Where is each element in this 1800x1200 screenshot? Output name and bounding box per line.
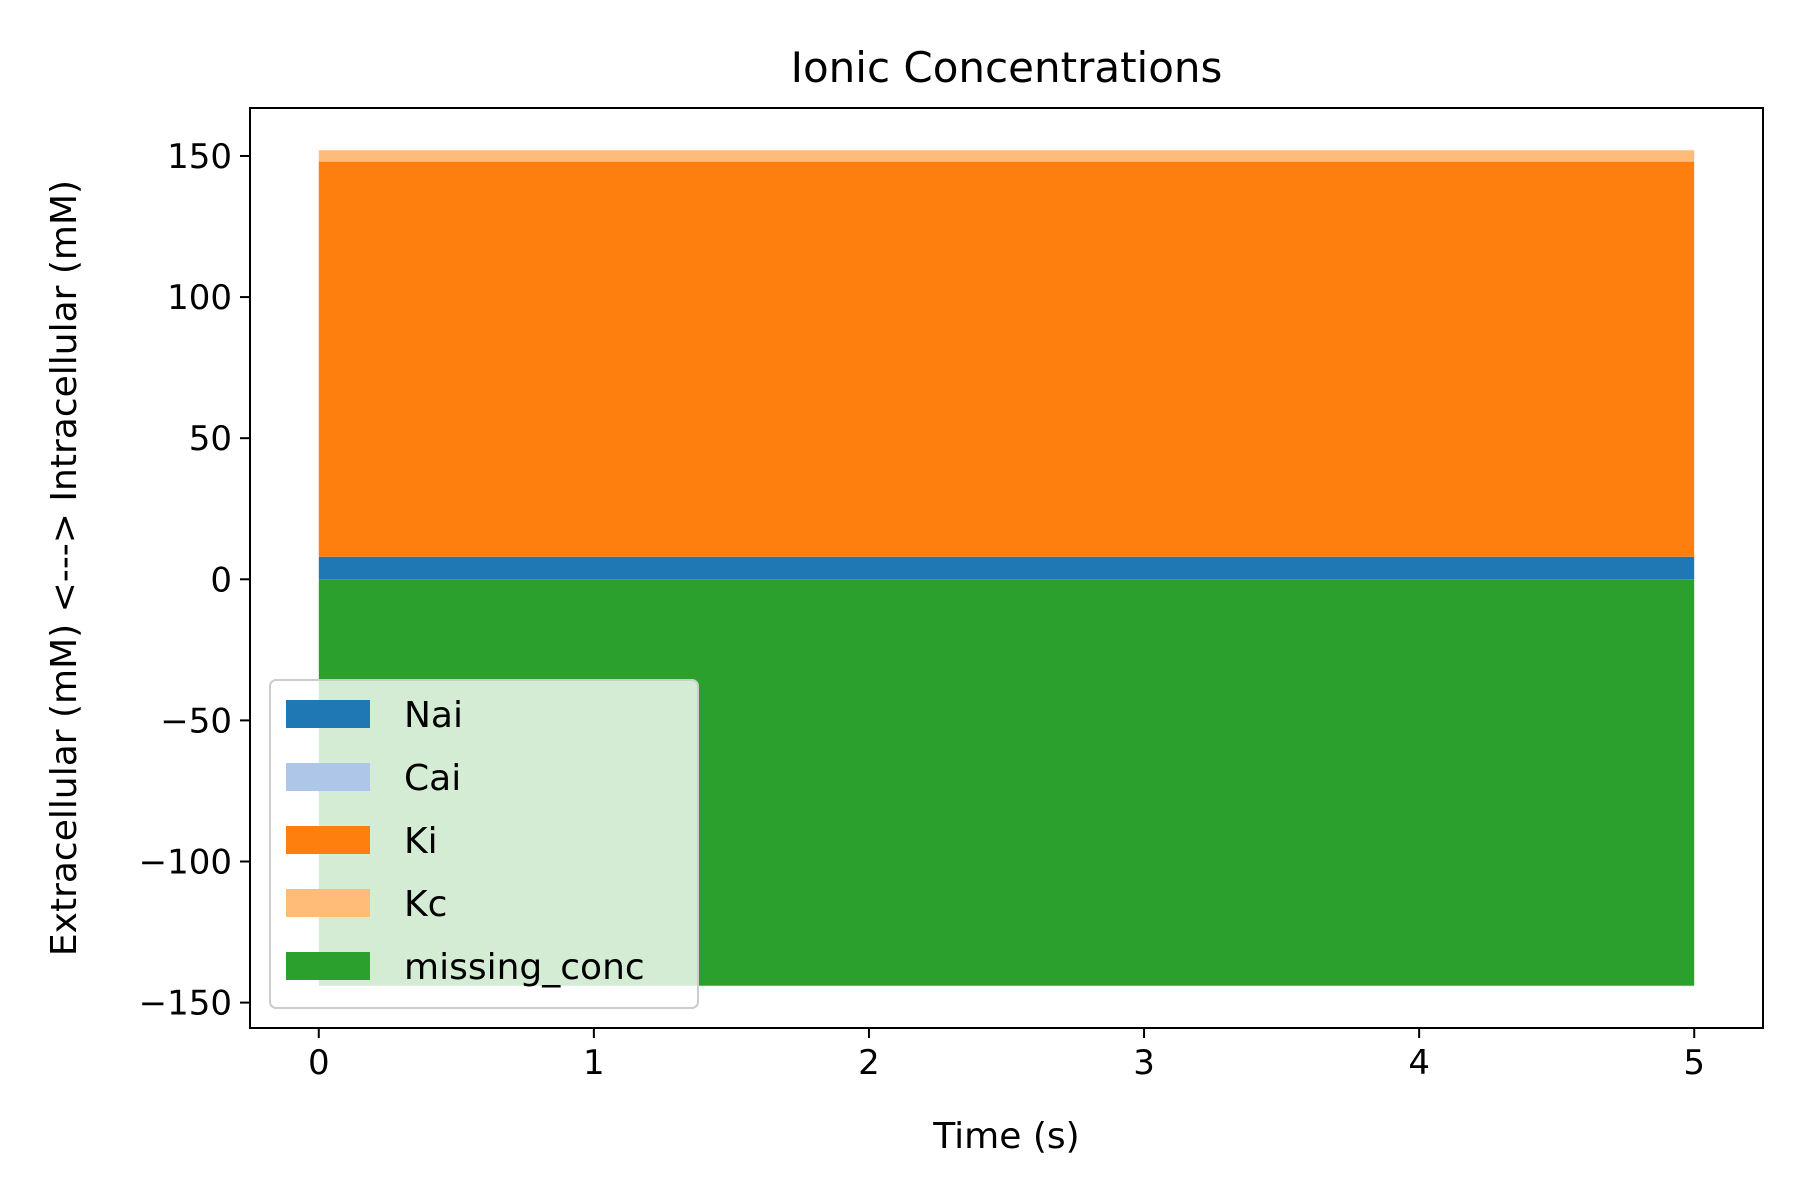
- legend-swatch: [286, 952, 370, 980]
- x-tick-label: 1: [583, 1043, 605, 1083]
- x-axis-label: Time (s): [932, 1116, 1079, 1157]
- y-tick-label: 50: [189, 419, 232, 459]
- y-tick-label: −150: [139, 984, 232, 1024]
- legend-swatch: [286, 889, 370, 917]
- legend-label: Ki: [404, 821, 438, 862]
- legend-label: missing_conc: [404, 947, 645, 988]
- x-axis: 0 1 2 3 4 5: [308, 1028, 1705, 1083]
- legend: Nai Cai Ki Kc missing_conc: [269, 679, 699, 1009]
- y-axis-label: Extracellular (mM) <---> Intracellular (…: [44, 180, 85, 956]
- x-tick-label: 5: [1683, 1043, 1705, 1083]
- y-tick-label: 0: [210, 560, 232, 600]
- y-axis: 150 100 50 0 −50 −100 −150: [139, 137, 250, 1024]
- y-tick-label: −50: [160, 701, 232, 741]
- legend-label: Cai: [404, 758, 461, 799]
- area-ki: [318, 161, 1695, 557]
- legend-box: [269, 679, 699, 1009]
- legend-swatch: [286, 763, 370, 791]
- legend-label: Nai: [404, 695, 463, 736]
- legend-swatch: [286, 700, 370, 728]
- area-nai: [318, 556, 1695, 580]
- axes-frame: [249, 107, 1764, 1029]
- y-tick-label: 150: [167, 137, 232, 177]
- y-tick-label: −100: [139, 842, 232, 882]
- x-tick-label: 0: [308, 1043, 330, 1083]
- x-tick-label: 3: [1133, 1043, 1155, 1083]
- y-tick-label: 100: [167, 278, 232, 318]
- x-tick-label: 4: [1408, 1043, 1430, 1083]
- legend-swatch: [286, 826, 370, 854]
- chart-title: Ionic Concentrations: [791, 43, 1223, 92]
- area-kc: [318, 150, 1695, 162]
- x-tick-label: 2: [858, 1043, 880, 1083]
- legend-label: Kc: [404, 884, 447, 925]
